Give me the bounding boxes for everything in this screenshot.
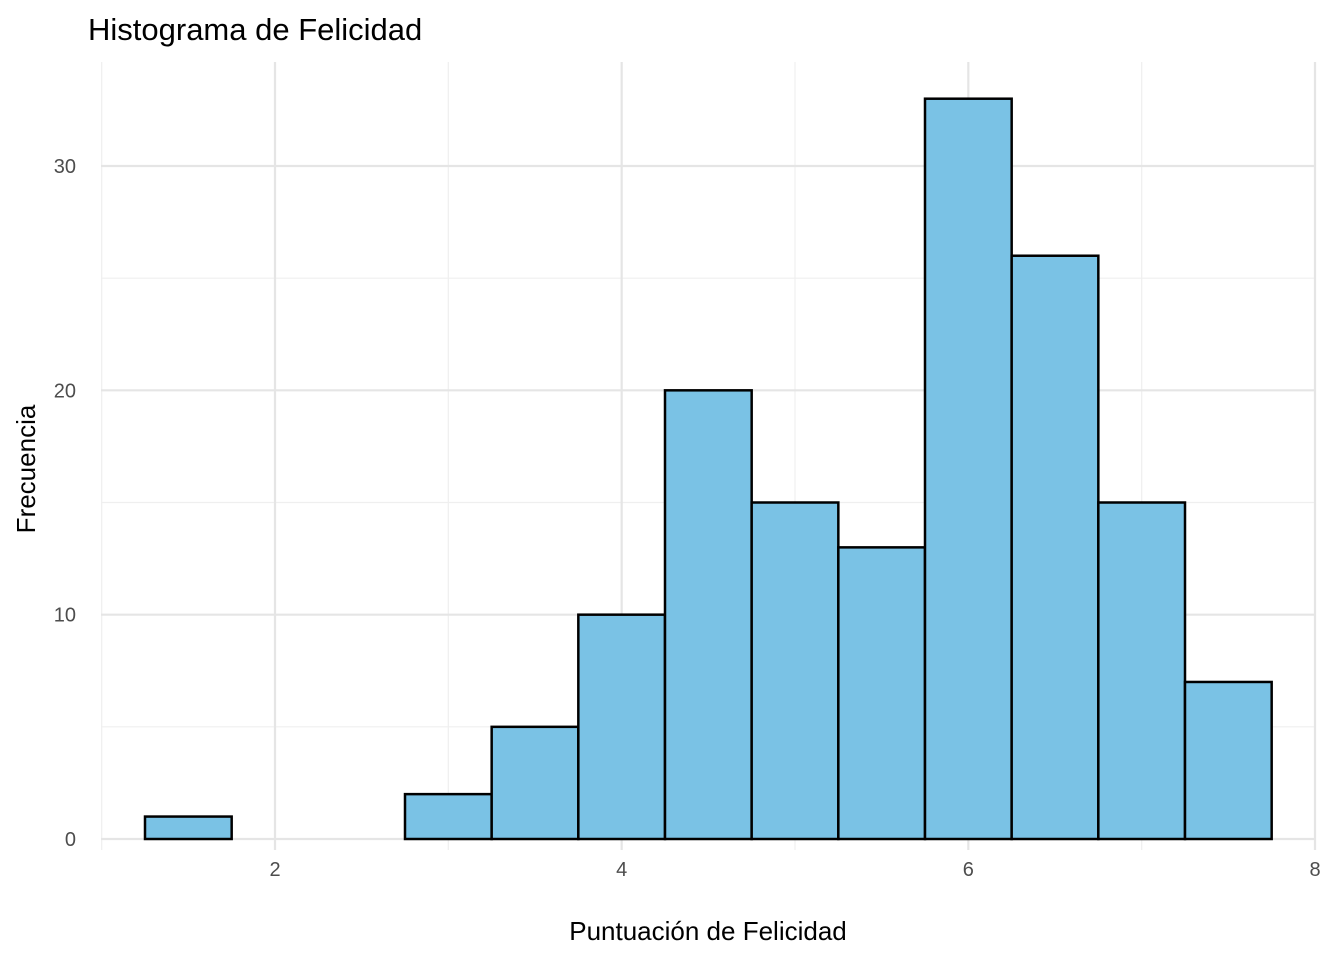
histogram-bar: [1097, 501, 1187, 841]
histogram-bar: [490, 725, 580, 841]
y-tick-label: 10: [54, 605, 76, 627]
chart-title: Histograma de Felicidad: [88, 12, 422, 47]
histogram-bar: [923, 97, 1013, 841]
y-tick-label: 20: [54, 380, 76, 402]
histogram-bar: [1183, 680, 1273, 841]
y-tick-label: 30: [54, 156, 76, 178]
x-tick-label: 4: [616, 859, 627, 881]
x-tick-label: 2: [269, 859, 280, 881]
histogram-bars: [143, 97, 1273, 841]
x-tick-label: 6: [963, 859, 974, 881]
histogram-bar: [750, 501, 840, 841]
histogram-bar: [143, 815, 233, 841]
histogram-bar: [837, 546, 927, 841]
histogram-bar: [1010, 254, 1100, 841]
y-axis-title: Frecuencia: [11, 404, 41, 533]
histogram-bar: [403, 792, 493, 841]
histogram-bar: [663, 389, 753, 841]
x-tick-label: 8: [1309, 859, 1320, 881]
y-axis-tick-labels: 0 10 20 30: [54, 156, 76, 851]
y-tick-label: 0: [65, 829, 76, 851]
histogram-bar: [577, 613, 667, 841]
x-axis-tick-labels: 2 4 6 8: [269, 859, 1320, 881]
x-axis-title: Puntuación de Felicidad: [569, 916, 847, 946]
